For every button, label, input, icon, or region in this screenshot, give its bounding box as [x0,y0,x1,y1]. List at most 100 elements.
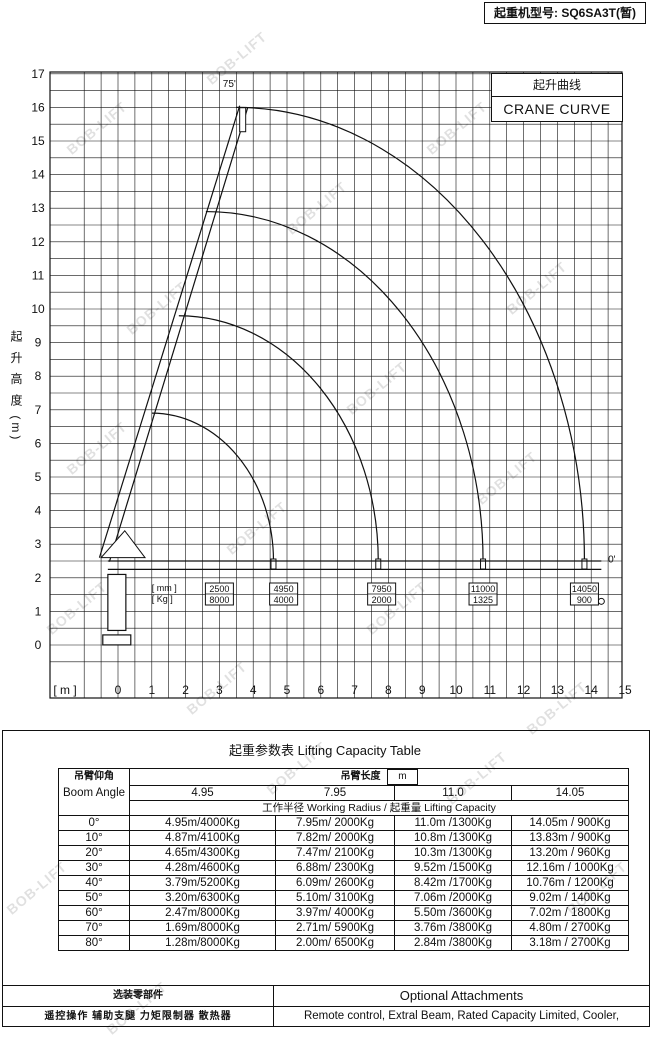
x-tick-label: 11 [484,683,497,697]
table-row: 20° 4.65m/4300Kg 7.47m/ 2100Kg 10.3m /1300K… [57,845,630,861]
optional-cn-title: 选装零部件 [3,986,273,1007]
row-angle: 50° [57,890,131,906]
legend-en: CRANE CURVE [503,101,611,117]
x-tick-label: 15 [618,683,632,697]
row-cell: 1.28m/8000Kg [129,935,277,951]
angle-0-label: 0' [608,555,616,566]
base-radius: 2500 [209,584,229,594]
row-cell: 13.20m / 960Kg [511,845,630,861]
curve-4-radius: 14050 [572,584,597,594]
x-tick-label: 13 [551,683,565,697]
x-tick-label: 2 [182,683,189,697]
sub-header: 工作半径 Working Radius / 起重量 Lifting Capaci… [129,800,630,816]
row-cell: 8.42m /1700Kg [394,875,513,891]
x-tick-label: 8 [385,683,392,697]
row-angle: 20° [57,845,131,861]
curve-3-radius: 11000 [471,584,495,594]
curve-2-kg: 2000 [372,595,392,605]
curve-1-kg: 4000 [274,595,294,605]
row-cell: 4.95m/4000Kg [129,815,277,831]
table-row: 0° 4.95m/4000Kg 7.95m/ 2000Kg 11.0m /1300Kg… [57,815,630,831]
chart-grid [49,71,623,699]
row-cell: 5.50m /3600Kg [394,905,513,921]
table-row: 50° 3.20m/6300Kg 5.10m/ 3100Kg 7.06m /2000K… [57,890,630,906]
x-tick-label: 7 [351,683,358,697]
crane-boom: 75' 0' [98,79,616,646]
row-cell: 2.00m/ 6500Kg [275,935,396,951]
row-cell: 5.10m/ 3100Kg [275,890,396,906]
row-cell: 10.8m /1300Kg [394,830,513,846]
row-angle: 80° [57,935,131,951]
boom-length-label: 吊臂长度 [340,771,381,782]
length-col-1: 4.95 [129,785,277,801]
row-cell: 13.83m / 900Kg [511,830,630,846]
row-cell: 4.80m / 2700Kg [511,920,630,936]
x-tick-label: 0 [115,683,122,697]
optional-attachments: 选装零部件 遥控操作 辅助支腿 力矩限制器 散热器 Optional Attac… [2,985,650,1027]
crane-column [107,573,127,632]
x-tick-label: 14 [585,683,599,697]
crane-base [102,634,132,646]
y-tick-label: 8 [35,369,42,383]
x-unit-label: [ m ] [53,683,76,697]
y-tick-label: 11 [32,268,45,282]
boom-line-left [98,105,241,558]
x-tick-label: 9 [419,683,426,697]
chart-legend: 起升曲线 CRANE CURVE [491,73,623,122]
y-tick-label: 16 [31,100,45,114]
y-tick-label: 14 [31,168,45,182]
chart-frame [49,71,623,699]
angle-cn-header: 吊臂仰角 [57,768,131,786]
row-angle: 0° [57,815,131,831]
curve-3-kg: 1325 [473,595,493,605]
row-cell: 3.20m/6300Kg [129,890,277,906]
length-col-2: 7.95 [275,785,396,801]
row-cell: 3.79m/5200Kg [129,875,277,891]
chart-curves [151,106,588,570]
angle-en-header: Boom Angle [57,785,131,801]
row-cell: 7.06m /2000Kg [394,890,513,906]
y-tick-label: 10 [31,302,45,316]
x-tick-label: 5 [284,683,291,697]
table-row: 80° 1.28m/8000Kg 2.00m/ 6500Kg 2.84m /3800K… [57,935,630,951]
y-tick-label: 7 [35,403,42,417]
row-cell: 2.84m /3800Kg [394,935,513,951]
legend-cn: 起升曲线 [492,74,622,97]
x-tick-label: 4 [250,683,257,697]
optional-cn-items: 遥控操作 辅助支腿 力矩限制器 散热器 [44,1011,232,1022]
row-cell: 1.69m/8000Kg [129,920,277,936]
base-kg: 8000 [209,595,229,605]
row-cell: 7.47m/ 2100Kg [275,845,396,861]
row-cell: 7.95m/ 2000Kg [275,815,396,831]
length-col-4: 14.05 [511,785,630,801]
table-row: 40° 3.79m/5200Kg 6.09m/ 2600Kg 8.42m /1700K… [57,875,630,891]
row-cell: 2.47m/8000Kg [129,905,277,921]
row-cell: 4.65m/4300Kg [129,845,277,861]
curve-2-radius: 7950 [372,584,392,594]
row-angle: 30° [57,860,131,876]
y-tick-label: 5 [35,470,42,484]
lift-curve [205,210,484,562]
x-tick-label: 12 [517,683,531,697]
row-cell: 10.76m / 1200Kg [511,875,630,891]
curve-4-kg: 900 [577,595,592,605]
x-tick-label: 3 [216,683,223,697]
row-cell: 12.16m / 1000Kg [511,860,630,876]
boom-line-right [108,107,249,562]
lift-curve [236,106,586,562]
unit-kg: [ Kg ] [152,594,173,604]
row-cell: 6.09m/ 2600Kg [275,875,396,891]
optional-en-items: Remote control, Extral Beam, Rated Capac… [303,1010,620,1022]
row-cell: 2.71m/ 5900Kg [275,920,396,936]
tip-hook [239,107,247,133]
row-cell: 9.52m /1500Kg [394,860,513,876]
capacity-table: 吊臂仰角 吊臂长度 m Boom Angle 4.95 7.95 11.0 14… [57,768,630,951]
table-row: 30° 4.28m/4600Kg 6.88m/ 2300Kg 9.52m /1500K… [57,860,630,876]
model-label: 起重机型号: SQ6SA3T(暂) [484,2,646,24]
x-tick-label: 1 [148,683,155,697]
row-angle: 40° [57,875,131,891]
boom-pivot [99,529,147,559]
